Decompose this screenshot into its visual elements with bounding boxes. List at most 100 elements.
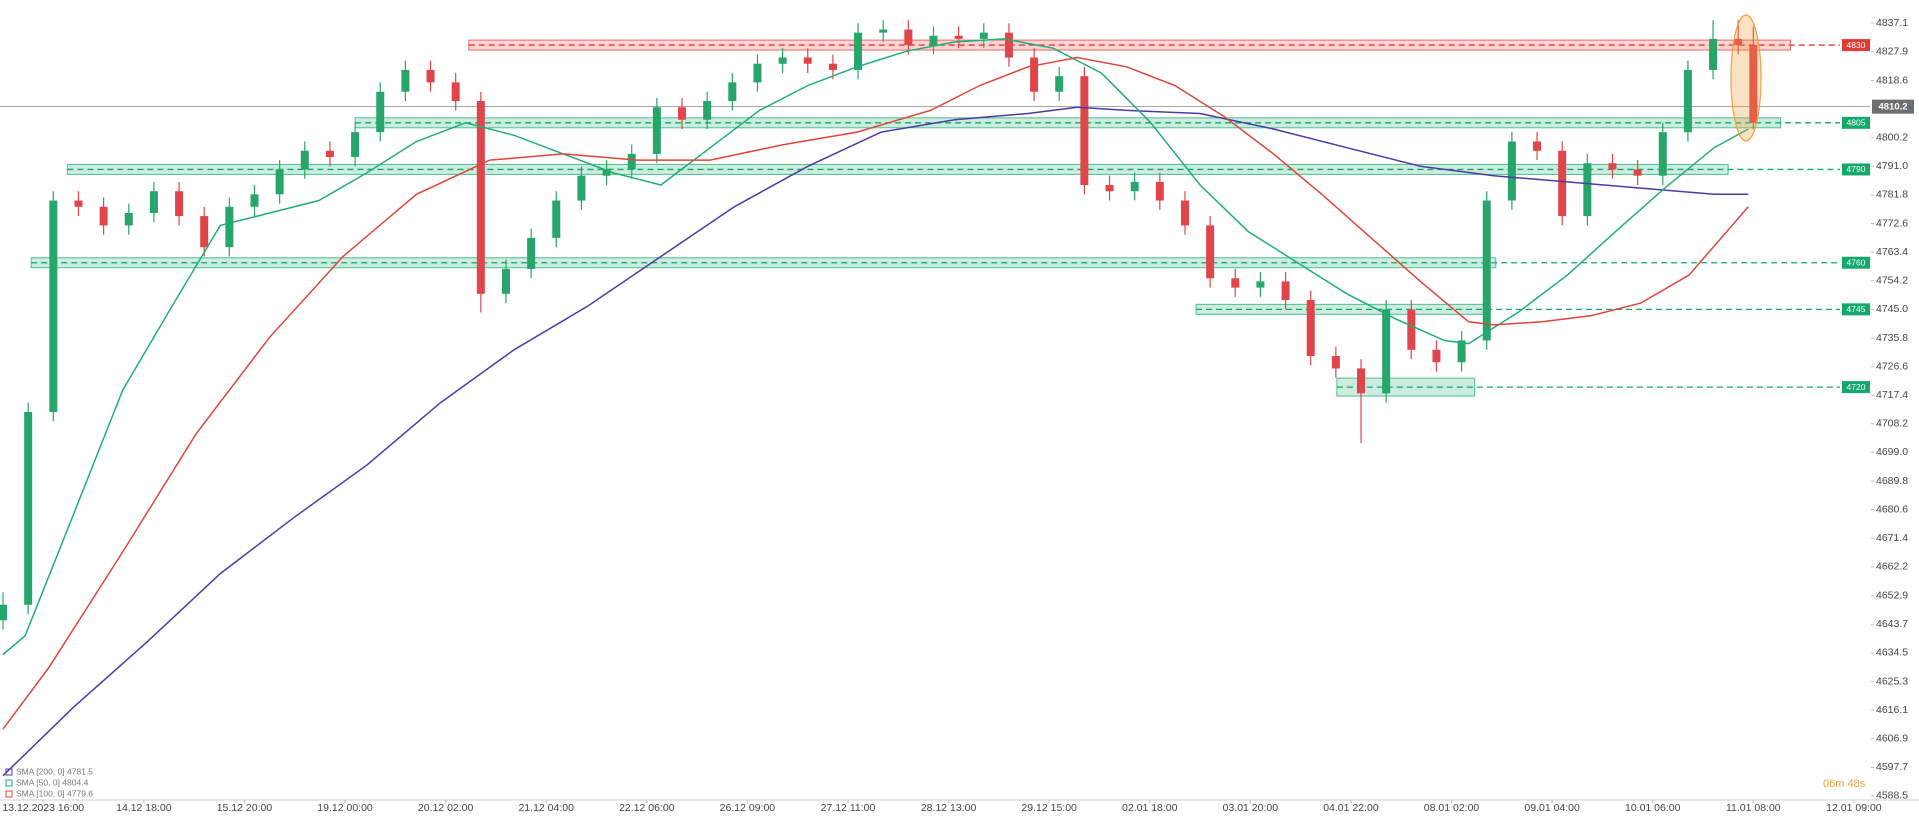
x-tick-label: 28.12 13:00 — [921, 802, 977, 814]
candle-body — [728, 82, 737, 102]
y-tick-label: 4606.9 — [1876, 733, 1908, 745]
x-tick-label: 03.01 20:00 — [1223, 802, 1279, 814]
candle-body — [300, 150, 309, 170]
candle-body — [1004, 32, 1013, 58]
y-tick-label: 4652.9 — [1876, 590, 1908, 602]
y-tick-label: 4717.4 — [1876, 389, 1908, 401]
y-tick-label: 4837.1 — [1876, 17, 1908, 29]
candle-body — [1030, 57, 1039, 92]
candle-body — [325, 150, 334, 158]
candle-body — [577, 175, 586, 201]
level-label: 4790 — [1847, 164, 1866, 174]
y-tick-label: 4791.0 — [1876, 160, 1908, 172]
candle-body — [1256, 281, 1265, 288]
candle-body — [1658, 132, 1667, 176]
candle-body — [1482, 200, 1491, 341]
x-tick-label: 02.01 18:00 — [1122, 802, 1178, 814]
candle-body — [401, 69, 410, 92]
x-tick-label: 10.01 06:00 — [1625, 802, 1681, 814]
candle-body — [1357, 368, 1366, 394]
candle-body — [828, 63, 837, 70]
x-tick-label: 14.12 18:00 — [116, 802, 172, 814]
candle-body — [501, 268, 510, 294]
candle-body — [351, 132, 360, 158]
x-tick-label: 29.12 15:00 — [1021, 802, 1077, 814]
y-tick-label: 4754.2 — [1876, 275, 1908, 287]
candle-body — [1709, 38, 1718, 70]
candle-body — [1457, 340, 1466, 363]
legend-swatch — [5, 779, 13, 787]
level-tag — [1842, 303, 1870, 316]
candle-body — [552, 200, 561, 238]
x-tick-label: 19.12 00:00 — [317, 802, 373, 814]
x-tick-label: 13.12.2023 16:00 — [2, 802, 84, 814]
candle-body — [1432, 349, 1441, 363]
candle-body — [1155, 181, 1164, 201]
y-tick-label: 4699.0 — [1876, 446, 1908, 458]
candle-body — [627, 153, 636, 170]
candle-body — [476, 101, 485, 294]
zones — [0, 39, 1870, 397]
candle-body — [879, 29, 888, 33]
candle-body — [778, 57, 787, 64]
candle-body — [1533, 141, 1542, 151]
level-label: 4830 — [1847, 40, 1866, 50]
y-tick-label: 4763.4 — [1876, 246, 1908, 258]
x-tick-label: 22.12 06:00 — [619, 802, 675, 814]
candle-body — [979, 32, 988, 39]
candle-body — [0, 604, 8, 621]
candle-body — [1583, 163, 1592, 217]
candle-body — [527, 237, 536, 269]
candle-body — [929, 35, 938, 46]
candle-body — [1231, 278, 1240, 288]
level-label: 4720 — [1847, 382, 1866, 392]
candle-body — [1080, 76, 1089, 185]
axes: 4837.1 4827.9 4818.6 4800.2 4791.0 4781.8 4772… — [0, 17, 1919, 814]
candle-body — [124, 212, 133, 226]
y-tick-label: 4616.1 — [1876, 704, 1908, 716]
candle-body — [1306, 300, 1315, 357]
candle-body — [376, 91, 385, 133]
y-tick-label: 4781.8 — [1876, 189, 1908, 201]
candle-body — [678, 107, 687, 120]
level-tag — [1842, 39, 1870, 52]
y-tick-label: 4643.7 — [1876, 618, 1908, 630]
candle-body — [49, 200, 58, 412]
candle-body — [1683, 69, 1692, 133]
candle-body — [99, 206, 108, 226]
y-tick-label: 4689.8 — [1876, 475, 1908, 487]
x-tick-label: 27.12 11:00 — [821, 802, 876, 814]
candle-body — [602, 169, 611, 176]
sma-line — [2, 56, 1749, 730]
level-tag — [1842, 163, 1870, 176]
level-tag — [1842, 381, 1870, 394]
candle-body — [275, 169, 284, 195]
candle-body — [1734, 38, 1743, 46]
last-price-tag — [1872, 99, 1914, 114]
legend-swatch — [5, 790, 13, 798]
candle-body — [1105, 184, 1114, 192]
y-tick-label: 4680.6 — [1876, 503, 1908, 515]
candle-body — [1281, 281, 1290, 301]
candle-body — [1558, 150, 1567, 217]
y-tick-label: 4772.6 — [1876, 217, 1908, 229]
candle-body — [703, 101, 712, 120]
candle-body — [753, 63, 762, 83]
candle-body — [74, 200, 83, 207]
level-tag — [1842, 256, 1870, 269]
candle-body — [1382, 309, 1391, 394]
y-tick-label: 4634.5 — [1876, 647, 1908, 659]
candle-body — [24, 411, 33, 605]
x-tick-label: 12.01 09:00 — [1826, 802, 1882, 814]
x-tick-label: 08.01 02:00 — [1424, 802, 1480, 814]
candle-body — [652, 107, 661, 154]
candle-body — [451, 82, 460, 102]
x-tick-label: 15.12 20:00 — [217, 802, 273, 814]
y-tick-label: 4708.2 — [1876, 418, 1908, 430]
candle-body — [250, 194, 259, 207]
level-label: 4805 — [1847, 118, 1866, 128]
legend-entry: SMA [200, 0] 4781.5 — [16, 766, 93, 776]
y-tick-label: 4818.6 — [1876, 74, 1908, 86]
y-tick-label: 4827.9 — [1876, 45, 1908, 57]
